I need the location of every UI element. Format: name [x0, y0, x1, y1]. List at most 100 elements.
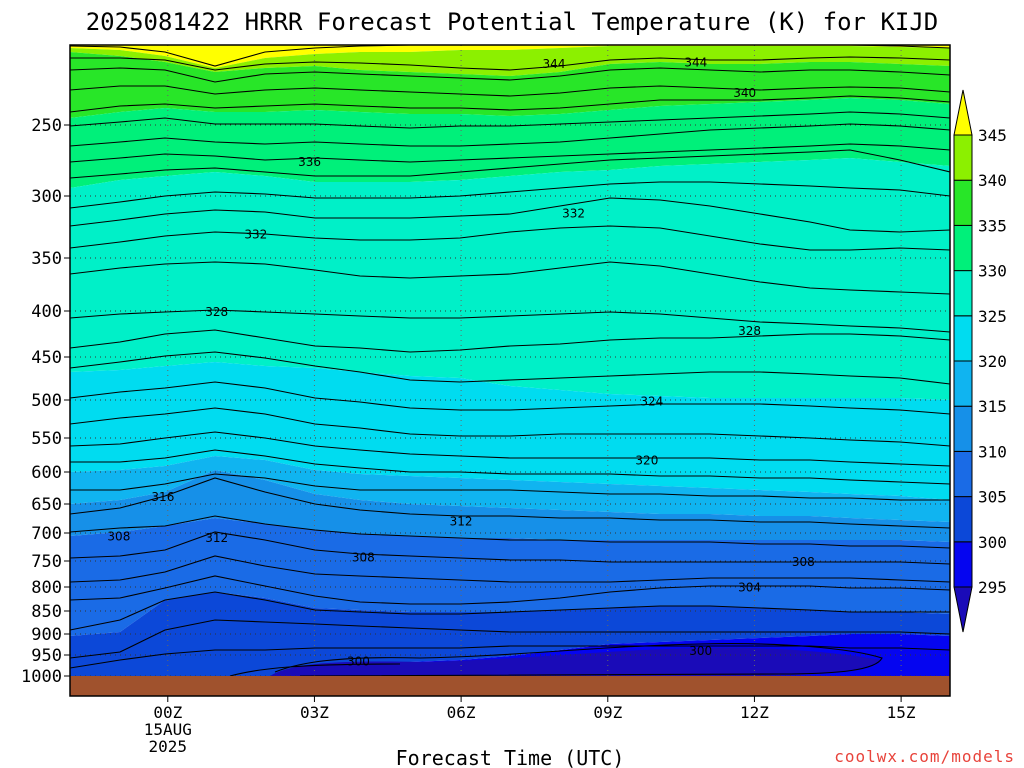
contour-line [70, 555, 950, 583]
x-tick-label: 15AUG [144, 720, 192, 739]
contour-line [70, 95, 950, 113]
colorbar-swatch [953, 270, 973, 317]
colorbar-label: 315 [978, 397, 1007, 416]
contour-lines [70, 45, 950, 677]
contour-line [70, 477, 950, 529]
y-tick-label: 750 [31, 552, 62, 572]
colorbar: 295 300 305 310 315 320 325 330 335 340 345 [953, 89, 1007, 633]
contour-label: 316 [151, 490, 174, 504]
contour-line [70, 149, 950, 179]
contour-label: 320 [635, 453, 658, 467]
y-tick-label: 650 [31, 495, 62, 515]
x-tick-label: 12Z [740, 703, 769, 722]
filled-bands [70, 45, 950, 696]
contour-line [70, 56, 950, 71]
y-tick-label: 850 [31, 602, 62, 622]
colorbar-swatch [953, 179, 973, 226]
credit-text: coolwx.com/models [834, 747, 1015, 766]
contour-line [70, 645, 950, 669]
y-tick-label: 350 [31, 249, 62, 269]
contour-line [70, 67, 950, 83]
x-tick-label: 2025 [149, 737, 188, 756]
band-3 [70, 98, 950, 188]
contour-line [70, 85, 950, 97]
colorbar-swatch [953, 224, 973, 272]
colorbar-swatch [953, 405, 973, 452]
y-tick-label: 900 [31, 625, 62, 645]
contour-line [70, 619, 950, 659]
y-tick-label: 700 [31, 524, 62, 544]
band-0 [70, 45, 950, 68]
contour-label: 328 [205, 305, 228, 319]
colorbar-swatch [953, 134, 973, 181]
y-tick-label: 300 [31, 187, 62, 207]
contour-label: 312 [450, 514, 473, 528]
x-tick-label: 00Z [153, 703, 182, 722]
contour-line [229, 663, 401, 677]
contour-labels: 344 344 340 336 332 332 328 328 324 320 316 312 312 3… [107, 56, 814, 669]
colorbar-label: 345 [978, 126, 1007, 145]
colorbar-label: 320 [978, 352, 1007, 371]
colorbar-label: 305 [978, 488, 1007, 507]
colorbar-swatch [953, 360, 973, 407]
contour-label: 312 [205, 531, 228, 545]
contour-line [70, 351, 950, 385]
contour-label: 304 [738, 580, 761, 594]
colorbar-label: 295 [978, 578, 1007, 597]
x-tick-label: 06Z [447, 703, 476, 722]
contour-label: 344 [684, 56, 707, 70]
contour-line [70, 123, 950, 147]
y-tick-label: 550 [31, 429, 62, 449]
contour-label: 308 [352, 551, 375, 565]
contour-line [70, 381, 950, 415]
contour-line [70, 531, 950, 565]
x-axis-label: Forecast Time (UTC) [396, 746, 625, 768]
colorbar-label: 335 [978, 216, 1007, 235]
contour-line [70, 181, 950, 209]
contour-label: 340 [733, 86, 756, 100]
y-axis: 250 300 350 400 450 500 550 600 650 700 750 800 850 9… [21, 116, 70, 687]
colorbar-extend-top [953, 89, 973, 136]
colorbar-swatch [953, 450, 973, 498]
y-tick-label: 250 [31, 116, 62, 136]
contour-line [70, 591, 950, 631]
contour-line [70, 575, 950, 605]
x-tick-label: 09Z [593, 703, 622, 722]
band-4 [70, 158, 950, 400]
contour-label: 336 [298, 155, 321, 169]
band-7 [70, 470, 950, 542]
contour-label: 300 [347, 655, 370, 669]
contour-line [70, 329, 950, 353]
ground [70, 676, 950, 696]
contour-line [70, 143, 950, 163]
contour-label: 328 [738, 324, 761, 338]
contour-label: 308 [792, 555, 815, 569]
colorbar-swatch [953, 541, 973, 588]
contour-line [70, 473, 950, 501]
y-tick-label: 1000 [21, 667, 62, 687]
colorbar-label: 310 [978, 442, 1007, 461]
contour-line [274, 643, 883, 677]
colorbar-swatch [953, 315, 973, 362]
contour-line [70, 261, 950, 295]
contour-label: 332 [562, 206, 585, 220]
gridlines [70, 45, 950, 696]
y-tick-label: 500 [31, 391, 62, 411]
y-tick-label: 450 [31, 348, 62, 368]
chart-title: 2025081422 HRRR Forecast Potential Tempe… [86, 8, 939, 36]
cold-pockets [270, 647, 880, 676]
y-tick-label: 600 [31, 463, 62, 483]
y-tick-label: 400 [31, 302, 62, 322]
contour-label: 324 [640, 395, 663, 409]
y-tick-label: 800 [31, 578, 62, 598]
contour-line [70, 45, 950, 67]
band-5 [70, 362, 950, 500]
colorbar-extend-bottom [953, 586, 973, 633]
contour-line [70, 111, 950, 129]
y-tick-label: 950 [31, 646, 62, 666]
band-2 [70, 52, 950, 118]
contour-line [70, 449, 950, 485]
contour-line [70, 309, 950, 333]
